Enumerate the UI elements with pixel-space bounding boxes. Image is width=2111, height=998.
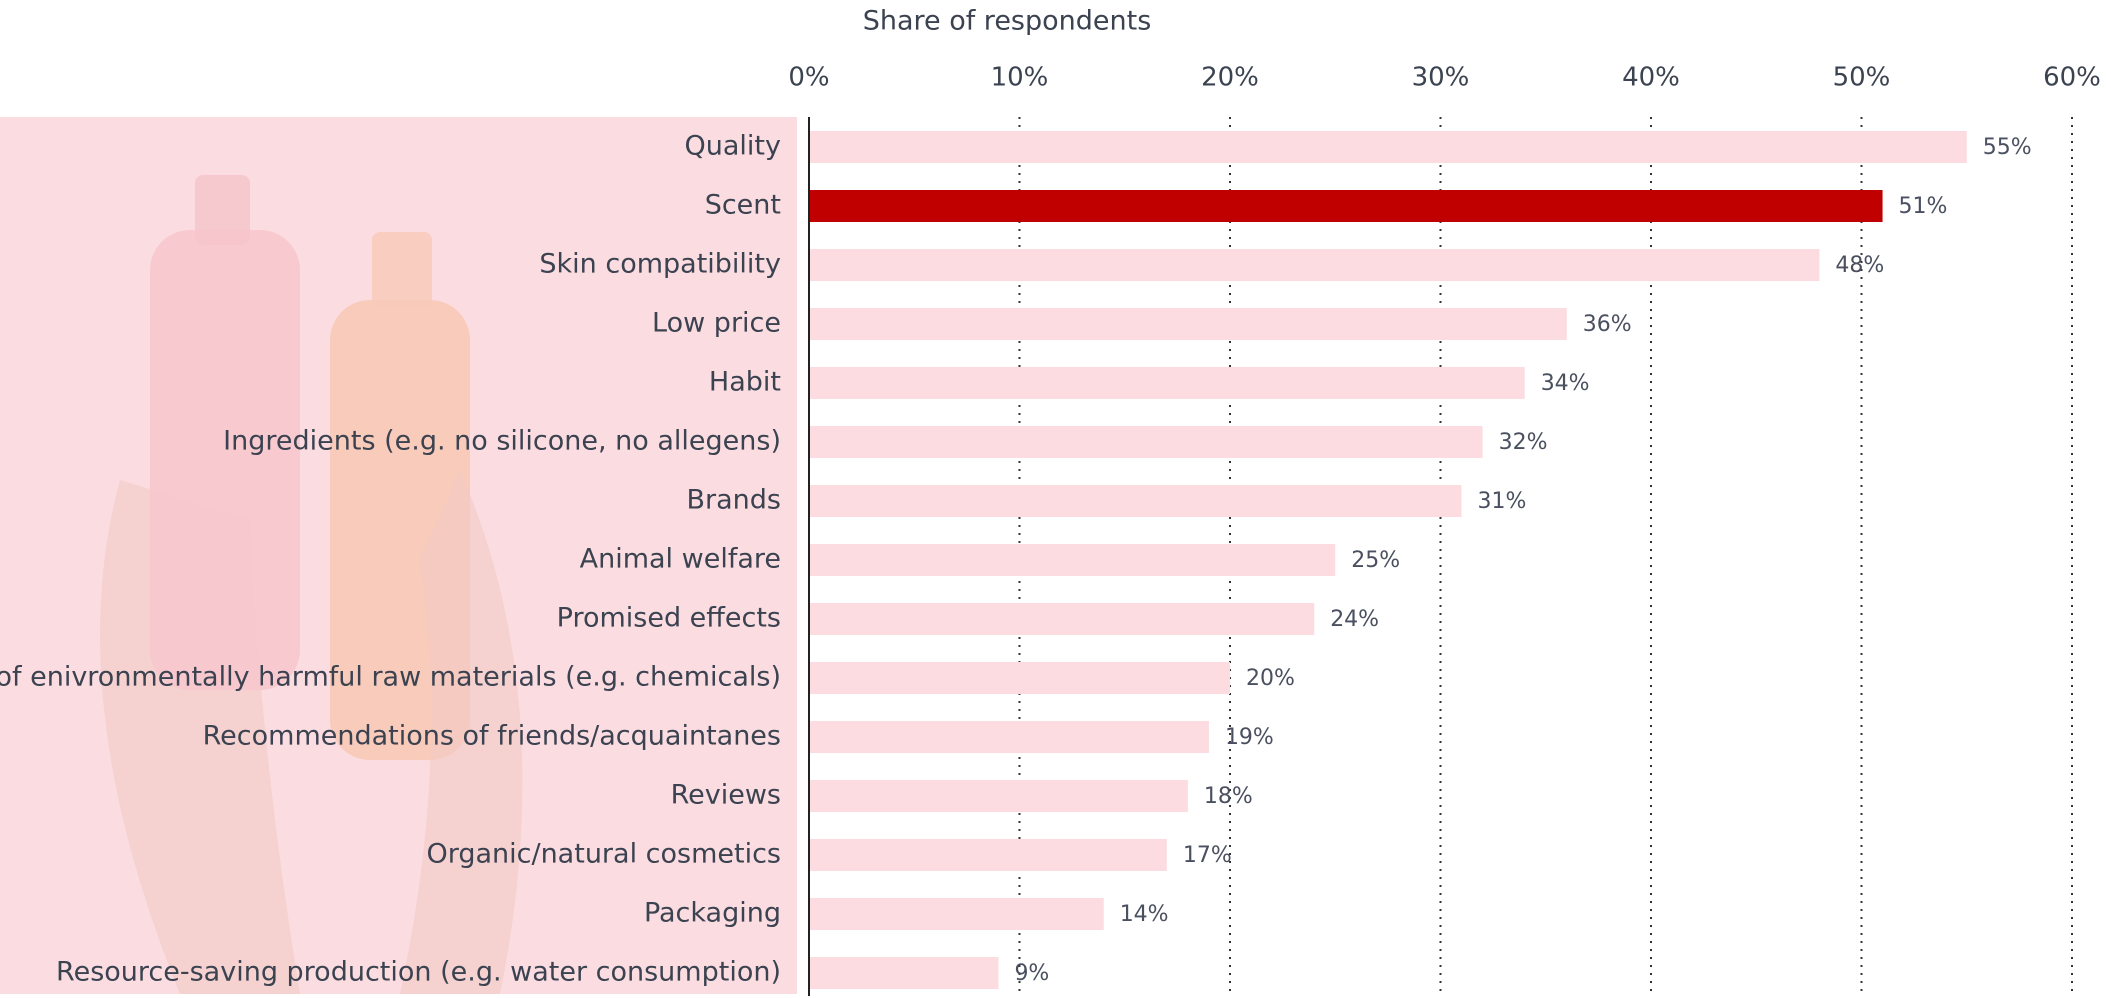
category-label: Brands	[687, 485, 782, 516]
x-tick-label: 60%	[2043, 63, 2101, 93]
value-label: 48%	[1835, 253, 1884, 278]
bar	[809, 367, 1525, 399]
category-label: No use of enivronmentally harmful raw ma…	[0, 662, 781, 693]
bar	[809, 308, 1567, 340]
value-label: 24%	[1330, 607, 1379, 632]
x-tick-label: 0%	[788, 63, 829, 93]
value-label: 17%	[1183, 843, 1232, 868]
bar	[809, 721, 1209, 753]
category-label: Habit	[709, 367, 781, 398]
value-label: 34%	[1541, 371, 1590, 396]
bar	[809, 662, 1230, 694]
bar	[809, 131, 1967, 163]
bar	[809, 898, 1104, 930]
bar	[809, 839, 1167, 871]
bar	[809, 544, 1336, 576]
bar	[809, 426, 1483, 458]
value-label: 9%	[1014, 961, 1049, 986]
value-label: 14%	[1120, 902, 1169, 927]
x-tick-label: 20%	[1201, 63, 1259, 93]
category-label: Ingredients (e.g. no silicone, no allege…	[223, 426, 781, 457]
value-label: 32%	[1499, 430, 1548, 455]
value-label: 31%	[1478, 489, 1527, 514]
value-label: 20%	[1246, 666, 1295, 691]
category-label: Animal welfare	[580, 544, 781, 575]
category-label: Low price	[652, 308, 781, 339]
x-tick-label: 30%	[1412, 63, 1470, 93]
category-label: Packaging	[644, 898, 781, 929]
background-photo	[0, 117, 797, 994]
value-label: 36%	[1583, 312, 1632, 337]
value-label: 19%	[1225, 725, 1274, 750]
category-label: Skin compatibility	[539, 249, 781, 280]
category-label: Quality	[685, 131, 781, 162]
x-tick-label: 10%	[991, 63, 1049, 93]
category-label: Reviews	[671, 780, 781, 811]
value-label: 51%	[1899, 194, 1948, 219]
value-label: 55%	[1983, 135, 2032, 160]
x-tick-label: 50%	[1833, 63, 1891, 93]
bar	[809, 249, 1820, 281]
x-tick-label: 40%	[1622, 63, 1680, 93]
category-label: Scent	[705, 190, 781, 221]
axis-title: Share of respondents	[863, 6, 1152, 37]
value-label: 18%	[1204, 784, 1253, 809]
bar	[809, 780, 1188, 812]
bar	[809, 957, 999, 989]
bar	[809, 603, 1315, 635]
category-label: Promised effects	[557, 603, 781, 634]
value-label: 25%	[1351, 548, 1400, 573]
category-label: Organic/natural cosmetics	[426, 839, 781, 870]
bar	[809, 485, 1462, 517]
bar	[809, 190, 1883, 222]
category-label: Resource-saving production (e.g. water c…	[56, 957, 781, 988]
category-label: Recommendations of friends/acquaintanes	[203, 721, 781, 752]
